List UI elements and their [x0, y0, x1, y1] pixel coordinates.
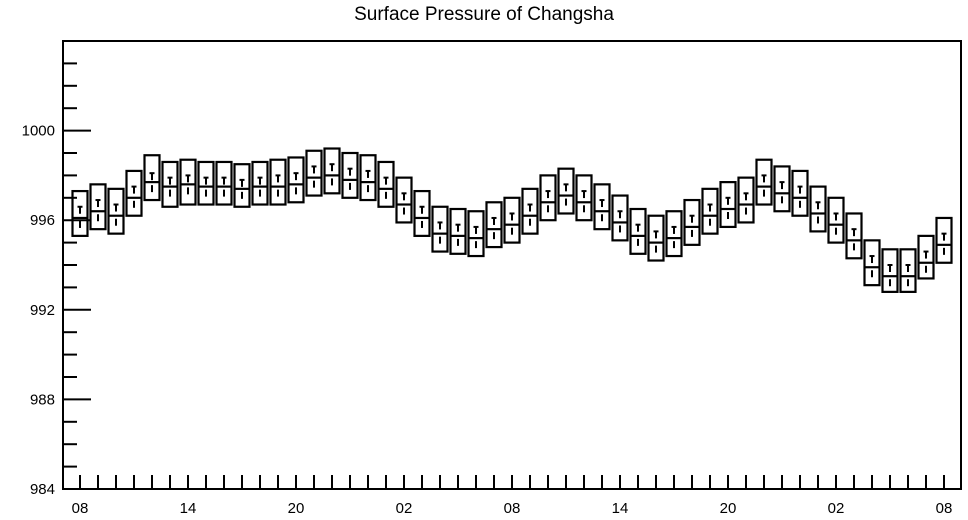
box — [521, 187, 539, 235]
x-tick-label: 02 — [828, 500, 845, 517]
x-tick-label: 08 — [504, 500, 521, 517]
box — [89, 183, 107, 231]
y-tick-label: 992 — [30, 302, 55, 319]
y-tick-label: 984 — [30, 481, 55, 498]
y-axis: 984 988 992 996 1000 — [22, 40, 91, 498]
box — [899, 248, 917, 293]
box — [791, 169, 809, 217]
y-tick-label: 996 — [30, 212, 55, 229]
box — [287, 156, 305, 204]
plot-frame — [62, 40, 962, 490]
box — [197, 160, 215, 206]
box — [143, 154, 161, 202]
box — [701, 187, 719, 235]
box — [665, 210, 683, 258]
box — [107, 187, 125, 235]
box — [917, 234, 935, 280]
box — [215, 160, 233, 206]
box — [737, 176, 755, 224]
box — [611, 194, 629, 242]
box — [827, 196, 845, 244]
box — [755, 158, 773, 206]
box — [413, 189, 431, 237]
box — [431, 205, 449, 253]
x-tick-label: 20 — [288, 500, 305, 517]
box — [881, 248, 899, 293]
box — [575, 174, 593, 222]
box — [629, 207, 647, 255]
box — [935, 216, 953, 264]
box — [359, 154, 377, 202]
box — [647, 214, 665, 262]
box — [593, 183, 611, 231]
box — [71, 189, 89, 237]
x-tick-label: 20 — [720, 500, 737, 517]
box — [719, 181, 737, 229]
box — [809, 185, 827, 233]
box — [251, 160, 269, 206]
box — [179, 158, 197, 206]
box — [269, 158, 287, 206]
box — [503, 196, 521, 244]
box — [773, 165, 791, 213]
box — [323, 147, 341, 195]
box — [125, 169, 143, 217]
box — [305, 149, 323, 197]
y-tick-label: 988 — [30, 391, 55, 408]
data-series — [71, 147, 953, 293]
chart-title: Surface Pressure of Changsha — [354, 4, 614, 25]
box — [845, 212, 863, 260]
box — [467, 210, 485, 258]
box — [557, 167, 575, 215]
x-tick-label: 08 — [72, 500, 89, 517]
box — [683, 198, 701, 246]
box — [161, 160, 179, 208]
box — [395, 176, 413, 224]
x-axis: 08 14 20 02 08 14 20 02 08 — [72, 475, 953, 517]
box — [377, 160, 395, 208]
x-tick-label: 14 — [612, 500, 629, 517]
y-tick-label: 1000 — [22, 123, 55, 140]
x-tick-label: 02 — [396, 500, 413, 517]
box — [449, 207, 467, 255]
box — [233, 163, 251, 208]
x-tick-label: 14 — [180, 500, 197, 517]
box — [539, 174, 557, 222]
x-tick-label: 08 — [936, 500, 953, 517]
box — [485, 201, 503, 249]
box — [863, 239, 881, 287]
box — [341, 151, 359, 199]
